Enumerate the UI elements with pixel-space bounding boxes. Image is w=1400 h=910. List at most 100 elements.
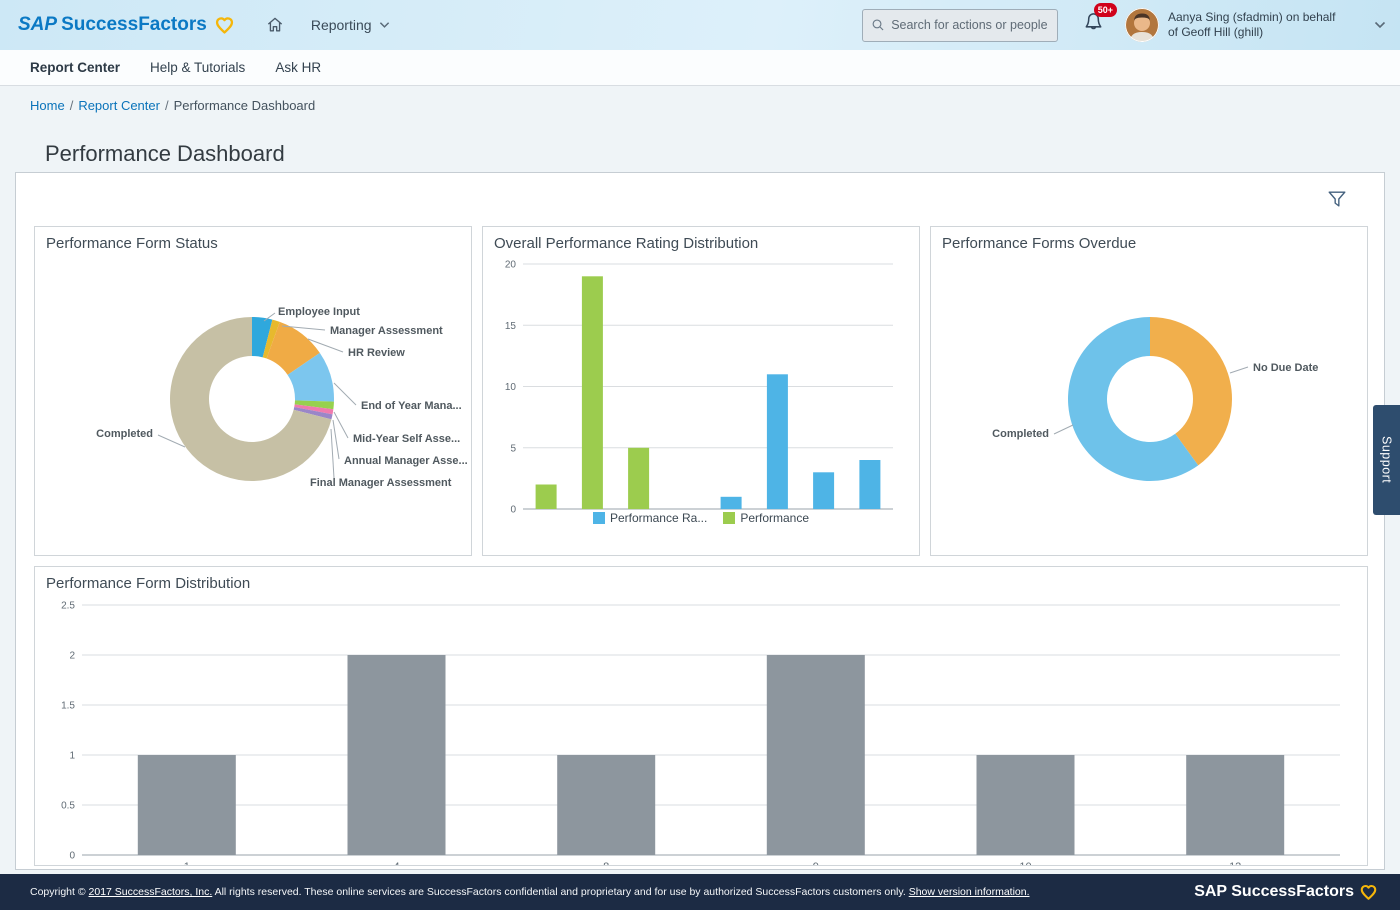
tab-report-center[interactable]: Report Center: [30, 60, 121, 75]
form-status-donut-chart[interactable]: Employee Input Manager Assessment HR Revie…: [35, 227, 471, 555]
svg-text:10: 10: [505, 382, 517, 393]
card-forms-overdue: Performance Forms Overdue No Due Date Com…: [930, 226, 1368, 556]
copyright-link[interactable]: 2017 SuccessFactors, Inc.: [88, 886, 213, 898]
heart-icon: [1360, 884, 1377, 900]
svg-text:10: 10: [1019, 861, 1031, 866]
bar[interactable]: [628, 447, 650, 510]
app-logo: SAP SuccessFactors: [18, 14, 235, 36]
card-performance-form-status: Performance Form Status Employee Input Ma…: [34, 226, 472, 556]
bar[interactable]: [137, 755, 236, 855]
donut-slice[interactable]: [266, 321, 320, 375]
notifications-bell[interactable]: 50+: [1082, 3, 1117, 39]
svg-text:15: 15: [505, 321, 517, 332]
bar[interactable]: [581, 276, 603, 510]
chart-title: Overall Performance Rating Distribution: [494, 235, 759, 252]
chart-title: Performance Form Status: [46, 235, 218, 252]
dashboard-panel: Performance Form Status Employee Input Ma…: [15, 172, 1385, 870]
support-tab[interactable]: Support: [1373, 405, 1400, 515]
search-icon: [872, 19, 884, 31]
tab-ask-hr[interactable]: Ask HR: [275, 60, 322, 75]
svg-text:Annual Manager Asse...: Annual Manager Asse...: [344, 455, 468, 467]
form-distribution-bar-chart[interactable]: 0 0.5 1 1.5 2 2.5 1 4 8 9 10 12: [35, 567, 1367, 866]
svg-text:Mid-Year Self Asse...: Mid-Year Self Asse...: [353, 433, 460, 445]
bar[interactable]: [766, 374, 788, 510]
chart-cards-row: Performance Form Status Employee Input Ma…: [34, 226, 1368, 556]
bar[interactable]: [976, 755, 1075, 855]
card-form-distribution: Performance Form Distribution 0 0.5 1 1.5 2 2…: [34, 566, 1368, 866]
svg-text:9: 9: [813, 861, 819, 866]
bell-icon: [1085, 13, 1102, 30]
search-box: [862, 8, 1058, 42]
svg-text:1: 1: [69, 751, 75, 762]
user-menu[interactable]: Aanya Sing (sfadmin) on behalf of Geoff …: [1125, 8, 1386, 42]
svg-text:2.5: 2.5: [61, 601, 75, 612]
chevron-down-icon: [379, 22, 389, 28]
footer-logo: SAP SuccessFactors: [1194, 883, 1378, 902]
home-icon[interactable]: [265, 15, 285, 35]
rating-distribution-bar-chart[interactable]: 0 5 10 15 20: [483, 227, 919, 555]
forms-overdue-donut-chart[interactable]: No Due Date Completed: [931, 227, 1367, 555]
svg-text:8: 8: [603, 861, 609, 866]
donut-slice[interactable]: [262, 319, 280, 359]
top-header: SAP SuccessFactors Reporting 50+: [0, 0, 1400, 50]
module-nav: Report Center Help & Tutorials Ask HR: [0, 50, 1400, 86]
logo-sap-text: SAP: [18, 14, 58, 35]
reporting-label: Reporting: [310, 17, 372, 33]
svg-text:5: 5: [510, 443, 516, 454]
chart-title: Performance Form Distribution: [46, 575, 251, 592]
donut-slice[interactable]: [294, 400, 334, 410]
bar[interactable]: [766, 655, 865, 855]
donut-slice[interactable]: [1150, 317, 1233, 466]
donut-slice[interactable]: [1068, 317, 1199, 481]
card-rating-distribution: Overall Performance Rating Distribution …: [482, 226, 920, 556]
donut-slice[interactable]: [293, 407, 333, 420]
heart-icon: [214, 15, 235, 36]
bar[interactable]: [720, 496, 742, 510]
footer: Copyright © 2017 SuccessFactors, Inc. Al…: [0, 874, 1400, 910]
breadcrumb-current: Performance Dashboard: [173, 98, 316, 113]
svg-text:HR Review: HR Review: [348, 347, 405, 359]
tab-help-tutorials[interactable]: Help & Tutorials: [150, 60, 246, 75]
breadcrumb-report-center-link[interactable]: Report Center: [78, 98, 160, 113]
svg-text:2: 2: [69, 651, 75, 662]
logo-successfactors-text: SuccessFactors: [61, 14, 207, 35]
donut-slice[interactable]: [169, 317, 332, 481]
reporting-dropdown[interactable]: Reporting: [311, 17, 390, 33]
version-link[interactable]: Show version information.: [908, 886, 1030, 898]
breadcrumb: Home / Report Center / Performance Dashboard: [30, 98, 316, 113]
bar[interactable]: [347, 655, 446, 855]
user-menu-chevron[interactable]: [1374, 21, 1386, 29]
user-name: Aanya Sing (sfadmin) on behalf of Geoff …: [1168, 10, 1336, 39]
bar[interactable]: [859, 460, 881, 509]
bar[interactable]: [557, 755, 656, 855]
search-input[interactable]: [891, 18, 1049, 32]
legend-item-performance-ra[interactable]: Performance Ra...: [592, 511, 707, 525]
svg-text:0: 0: [69, 851, 75, 862]
svg-text:20: 20: [505, 260, 517, 271]
legend-item-performance[interactable]: Performance: [723, 511, 809, 525]
svg-text:0: 0: [510, 505, 516, 516]
bar[interactable]: [535, 484, 557, 510]
bar[interactable]: [1186, 755, 1285, 855]
svg-text:0.5: 0.5: [61, 801, 75, 812]
page-title: Performance Dashboard: [45, 141, 285, 166]
avatar[interactable]: [1125, 8, 1159, 42]
copyright-text: Copyright © 2017 SuccessFactors, Inc. Al…: [30, 886, 1030, 898]
svg-text:No Due Date: No Due Date: [1253, 362, 1318, 374]
donut-slice[interactable]: [252, 317, 273, 358]
legend-swatch: [592, 512, 605, 524]
svg-text:Manager Assessment: Manager Assessment: [330, 325, 443, 337]
donut-slice[interactable]: [294, 404, 334, 415]
svg-text:12: 12: [1229, 861, 1241, 866]
svg-text:End of Year Mana...: End of Year Mana...: [361, 400, 462, 412]
chart-legend: Performance Ra... Performance: [483, 511, 919, 525]
breadcrumb-home-link[interactable]: Home: [30, 98, 65, 113]
svg-text:Employee Input: Employee Input: [278, 306, 360, 318]
svg-text:1: 1: [184, 861, 190, 866]
svg-text:Completed: Completed: [96, 428, 153, 440]
bar[interactable]: [813, 472, 835, 510]
svg-text:4: 4: [393, 861, 399, 866]
donut-slice[interactable]: [287, 352, 335, 402]
filter-icon[interactable]: [1326, 188, 1348, 215]
notification-badge: 50+: [1093, 3, 1117, 17]
